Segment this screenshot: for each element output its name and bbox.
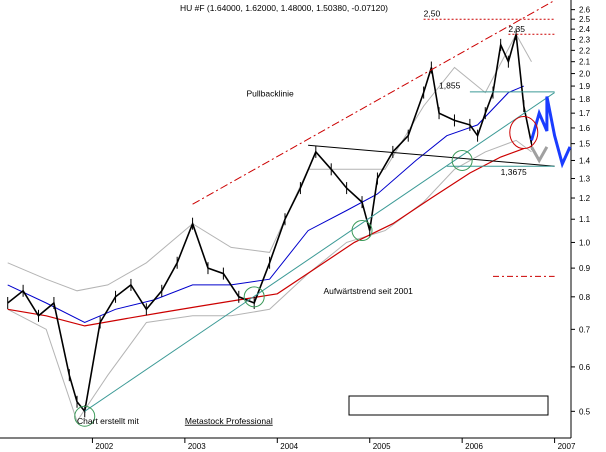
y-tick-label: 1.2 (579, 194, 591, 203)
y-tick-label: 0.8 (579, 293, 591, 302)
y-tick-label: 0.6 (579, 363, 591, 372)
y-axis: 0.5 0.6 0.7 0.8 0.9 1.0 1.1 1.2 1.3 1.4 1.5 1.6 1.7 1… (571, 6, 591, 416)
series-band_lower (7, 139, 532, 423)
annotation-label: 2,35 (508, 24, 525, 34)
channel-line (192, 0, 555, 205)
series-ma-long (7, 148, 525, 327)
y-tick-label: 2.0 (579, 70, 591, 79)
circle-touchpoint (243, 286, 265, 308)
trendline-aufwaertstrend (84, 92, 555, 412)
y-tick-label: 2.6 (579, 6, 591, 15)
annotation-label: 2,50 (424, 8, 441, 18)
x-tick-label: 2005 (373, 442, 391, 451)
x-tick-label: 2006 (465, 442, 483, 451)
annotation-label: Metastock Professional (185, 416, 273, 426)
y-tick-label: 1.8 (579, 95, 591, 104)
y-tick-label: 0.7 (579, 325, 591, 334)
x-tick-label: 2004 (280, 442, 298, 451)
y-tick-label: 1.3 (579, 175, 591, 184)
y-tick-label: 0.5 (579, 407, 591, 416)
series-ma-short (7, 85, 524, 324)
circle-touchpoint (74, 405, 96, 427)
y-tick-label: 2.5 (579, 15, 591, 24)
circle-highlight (509, 116, 539, 150)
y-tick-label: 1.1 (579, 215, 591, 224)
annotation-label: 1,855 (439, 81, 461, 91)
y-tick-label: 2.4 (579, 25, 591, 34)
y-tick-label: 0.9 (579, 264, 591, 273)
copyright-box (348, 395, 549, 416)
y-tick-label: 1.7 (579, 109, 591, 118)
annotation-label: Pullbacklinie (246, 89, 294, 99)
projection-main (530, 96, 572, 169)
y-tick-label: 1.6 (579, 124, 591, 133)
annotation-label: Chart erstellt mit (77, 416, 140, 426)
y-tick-label: 1.5 (579, 140, 591, 149)
projection-alt (530, 146, 549, 164)
x-tick-label: 2003 (188, 442, 206, 451)
series-price (7, 34, 533, 414)
y-tick-label: 2.3 (579, 36, 591, 45)
y-tick-label: 1.4 (579, 156, 591, 165)
chart-title: HU #F (1.64000, 1.62000, 1.48000, 1.5038… (180, 3, 388, 13)
y-tick-label: 1.0 (579, 238, 591, 247)
y-tick-label: 2.1 (579, 58, 591, 67)
annotation-label: 1,3675 (501, 167, 527, 177)
x-tick-label: 2007 (558, 442, 576, 451)
pullback-line (308, 144, 555, 167)
circle-touchpoint (351, 220, 373, 242)
circle-touchpoint (451, 149, 473, 171)
plot-area (0, 0, 572, 439)
y-tick-label: 1.9 (579, 82, 591, 91)
annotation-label: Aufwärtstrend seit 2001 (324, 286, 414, 296)
y-tick-label: 2.2 (579, 46, 591, 55)
x-tick-label: 2002 (95, 442, 113, 451)
x-axis: 2002 2003 2004 2005 2006 2007 (91, 438, 576, 451)
